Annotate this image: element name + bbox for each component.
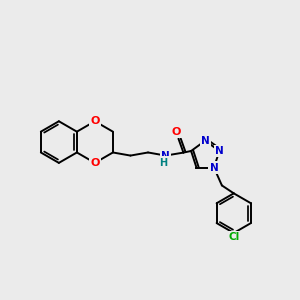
Text: O: O	[90, 158, 100, 168]
Text: N: N	[161, 151, 170, 160]
Text: N: N	[215, 146, 224, 156]
Text: N: N	[210, 163, 218, 172]
Text: Cl: Cl	[228, 232, 239, 242]
Text: N: N	[201, 136, 210, 146]
Text: H: H	[160, 158, 168, 167]
Text: O: O	[90, 116, 100, 126]
Text: O: O	[172, 127, 181, 137]
